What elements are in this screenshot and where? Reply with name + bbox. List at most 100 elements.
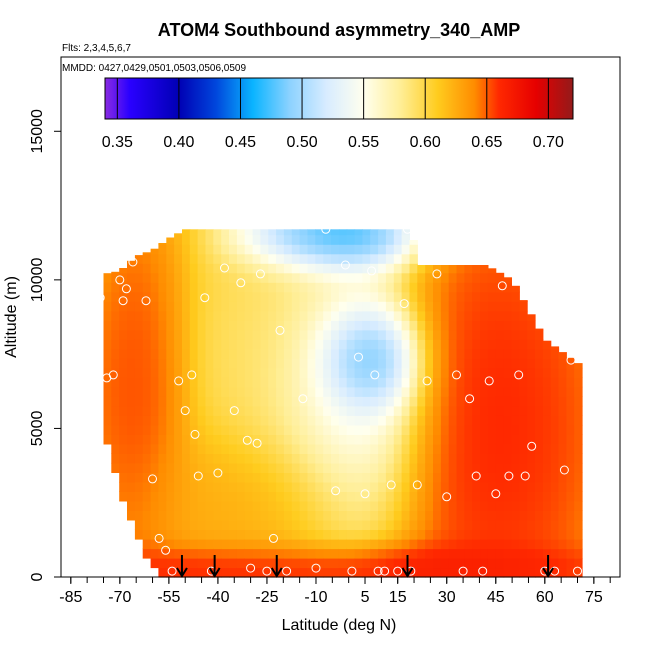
heatmap-cell — [354, 415, 363, 426]
heatmap-cell — [409, 510, 418, 521]
heatmap-cell — [503, 434, 512, 445]
flight-marker-arrow — [208, 555, 221, 578]
heatmap-cell — [409, 519, 418, 530]
heatmap-cell — [158, 339, 167, 350]
heatmap-cell — [174, 558, 183, 569]
heatmap-cell — [542, 434, 552, 445]
observation-point — [465, 394, 475, 404]
heatmap-cell — [260, 234, 269, 245]
heatmap-cell — [393, 491, 403, 502]
heatmap-cell — [244, 415, 254, 426]
heatmap-cell — [323, 367, 332, 378]
heatmap-cell — [127, 272, 136, 283]
heatmap-cell — [119, 434, 128, 445]
heatmap-cell — [440, 567, 450, 578]
heatmap-cell — [346, 377, 356, 388]
heatmap-cell — [331, 396, 340, 407]
heatmap-cell — [229, 339, 238, 350]
heatmap-cell — [174, 434, 183, 445]
heatmap-cell — [448, 348, 458, 359]
heatmap-cell — [252, 291, 261, 302]
heatmap-cell — [354, 481, 363, 492]
heatmap-cell — [425, 491, 434, 502]
heatmap-cell — [260, 443, 269, 454]
heatmap-cell — [283, 253, 293, 264]
heatmap-cell — [299, 320, 308, 331]
heatmap-cell — [566, 386, 575, 397]
heatmap-cell — [511, 320, 520, 331]
heatmap-cell — [276, 320, 285, 331]
heatmap-cell — [393, 481, 403, 492]
heatmap-cell — [166, 415, 175, 426]
heatmap-cell — [511, 339, 520, 350]
heatmap-cell — [338, 558, 348, 569]
heatmap-cell — [331, 415, 340, 426]
heatmap-cell — [362, 320, 371, 331]
y-tick-label: 10000 — [29, 258, 46, 303]
heatmap-cell — [236, 424, 246, 435]
heatmap-cell — [307, 263, 316, 274]
heatmap-cell — [370, 386, 379, 397]
heatmap-cell — [535, 519, 544, 530]
heatmap-cell — [511, 329, 520, 340]
heatmap-cell — [307, 481, 316, 492]
heatmap-cell — [425, 272, 434, 283]
heatmap-cell — [385, 405, 395, 416]
heatmap-cell — [542, 367, 552, 378]
heatmap-cell — [487, 424, 497, 435]
heatmap-cell — [197, 396, 206, 407]
heatmap-cell — [393, 377, 403, 388]
heatmap-cell — [260, 310, 269, 321]
heatmap-cell — [472, 510, 481, 521]
heatmap-cell — [315, 272, 324, 283]
colorbar-gradient — [104, 77, 574, 120]
heatmap-cell — [205, 567, 214, 578]
heatmap-cell — [456, 282, 465, 293]
heatmap-cell — [354, 291, 363, 302]
heatmap-cell — [331, 358, 340, 369]
heatmap-cell — [574, 453, 583, 464]
heatmap-cell — [464, 282, 473, 293]
heatmap-cell — [370, 558, 379, 569]
heatmap-cell — [535, 491, 544, 502]
heatmap-cell — [558, 472, 567, 483]
heatmap-cell — [566, 434, 575, 445]
heatmap-cell — [401, 386, 410, 397]
heatmap-cell — [370, 500, 379, 511]
heatmap-cell — [174, 510, 183, 521]
heatmap-cell — [134, 263, 144, 274]
heatmap-cell — [127, 377, 136, 388]
heatmap-cell — [401, 329, 410, 340]
heatmap-cell — [574, 519, 583, 530]
heatmap-cell — [338, 434, 348, 445]
heatmap-cell — [472, 377, 481, 388]
heatmap-cell — [283, 472, 293, 483]
heatmap-cell — [480, 424, 489, 435]
heatmap-cell — [315, 424, 324, 435]
heatmap-cell — [425, 339, 434, 350]
heatmap-cell — [401, 263, 410, 274]
heatmap-cell — [456, 424, 465, 435]
observation-point — [386, 480, 396, 490]
heatmap-cell — [182, 396, 191, 407]
heatmap-cell — [440, 329, 450, 340]
heatmap-cell — [472, 358, 481, 369]
heatmap-cell — [558, 453, 567, 464]
heatmap-cell — [378, 358, 387, 369]
observation-point — [331, 486, 341, 496]
heatmap-cell — [535, 348, 544, 359]
heatmap-cell — [221, 491, 230, 502]
heatmap-cell — [433, 548, 442, 559]
x-axis-label: Latitude (deg N) — [282, 617, 397, 634]
heatmap-cell — [323, 472, 332, 483]
heatmap-cell — [276, 567, 285, 578]
heatmap-cell — [276, 424, 285, 435]
heatmap-cell — [276, 529, 285, 540]
heatmap-cell — [252, 415, 261, 426]
heatmap-cell — [236, 472, 246, 483]
heatmap-cell — [142, 424, 152, 435]
heatmap-cell — [276, 367, 285, 378]
heatmap-cell — [566, 377, 575, 388]
heatmap-cell — [197, 558, 206, 569]
heatmap-cell — [527, 453, 536, 464]
